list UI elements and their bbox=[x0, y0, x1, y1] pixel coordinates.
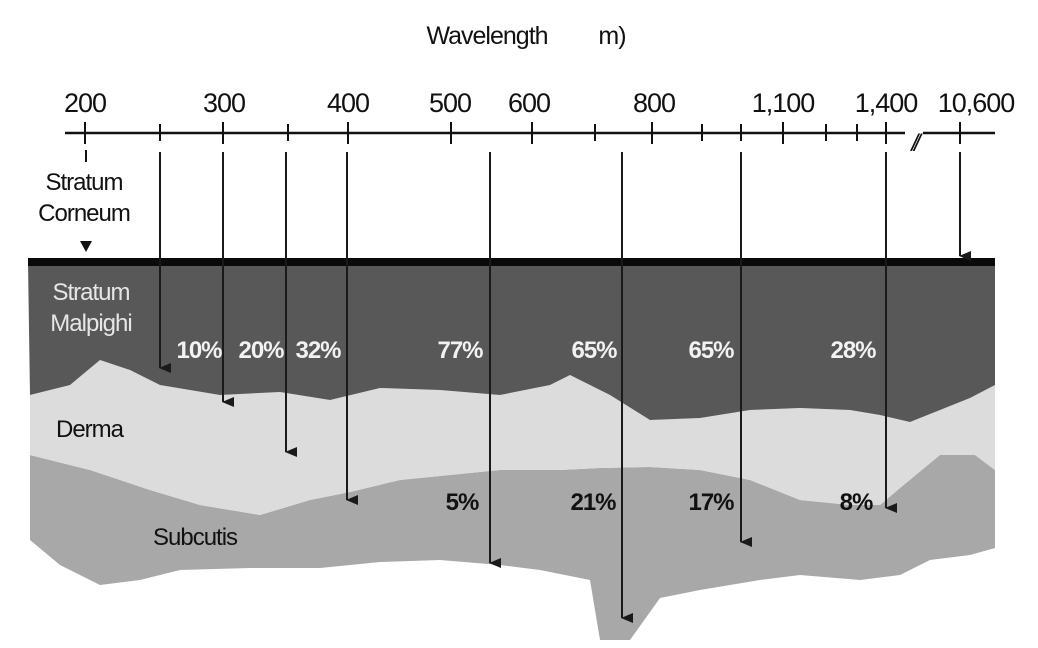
stratum-corneum-pointer bbox=[80, 150, 92, 252]
axis-minor-ticks bbox=[159, 124, 858, 141]
tick-label: 200 bbox=[64, 88, 106, 118]
tick-label: 400 bbox=[327, 88, 369, 118]
tick-label: 800 bbox=[633, 88, 675, 118]
axis-break-gap bbox=[905, 126, 923, 140]
percentage-label: 21% bbox=[570, 489, 616, 516]
subcutis-label: Subcutis bbox=[153, 524, 238, 551]
tick-label: 1,100 bbox=[752, 88, 815, 118]
percentage-label: 8% bbox=[840, 489, 873, 516]
wavelength-axis: // 200 300 400 500 600 800 1,100 1,400 1… bbox=[64, 22, 1015, 157]
corneum-pointer-arrow bbox=[80, 241, 92, 252]
percentage-label: 32% bbox=[295, 337, 341, 364]
penetration-arrows bbox=[159, 152, 971, 623]
tick-label: 10,600 bbox=[938, 88, 1015, 118]
percentage-label: 10% bbox=[176, 337, 222, 364]
tick-label: 1,400 bbox=[855, 88, 918, 118]
tick-label: 300 bbox=[203, 88, 245, 118]
derma-layer bbox=[30, 360, 995, 515]
axis-unit: m) bbox=[598, 22, 625, 50]
percentage-label: 65% bbox=[571, 337, 617, 364]
stratum-corneum-label-line1: Stratum bbox=[45, 169, 122, 196]
layer-labels: Stratum Corneum Stratum Malpighi Derma S… bbox=[38, 169, 239, 551]
lower-percentages: 5% 21% 17% 8% bbox=[446, 489, 874, 516]
axis-title: Wavelength bbox=[426, 22, 547, 50]
tick-label: 500 bbox=[429, 88, 471, 118]
stratum-corneum-label-line2: Corneum bbox=[38, 200, 130, 227]
percentage-label: 65% bbox=[688, 337, 734, 364]
percentage-label: 20% bbox=[238, 337, 284, 364]
upper-percentages: 10% 20% 32% 77% 65% 65% 28% bbox=[176, 337, 877, 364]
stratum-malpighi-label-line2: Malpighi bbox=[50, 310, 131, 337]
axis-tick-labels: 200 300 400 500 600 800 1,100 1,400 10,6… bbox=[64, 88, 1015, 118]
percentage-label: 28% bbox=[830, 337, 876, 364]
derma-label: Derma bbox=[56, 416, 125, 443]
tick-label: 600 bbox=[508, 88, 550, 118]
stratum-malpighi-label-line1: Stratum bbox=[52, 279, 129, 306]
percentage-label: 77% bbox=[437, 337, 483, 364]
percentage-label: 5% bbox=[446, 489, 479, 516]
subcutis-layer bbox=[30, 455, 995, 640]
percentage-label: 17% bbox=[688, 489, 734, 516]
axis-major-ticks bbox=[84, 122, 961, 144]
stratum-malpighi-layer bbox=[28, 262, 995, 422]
